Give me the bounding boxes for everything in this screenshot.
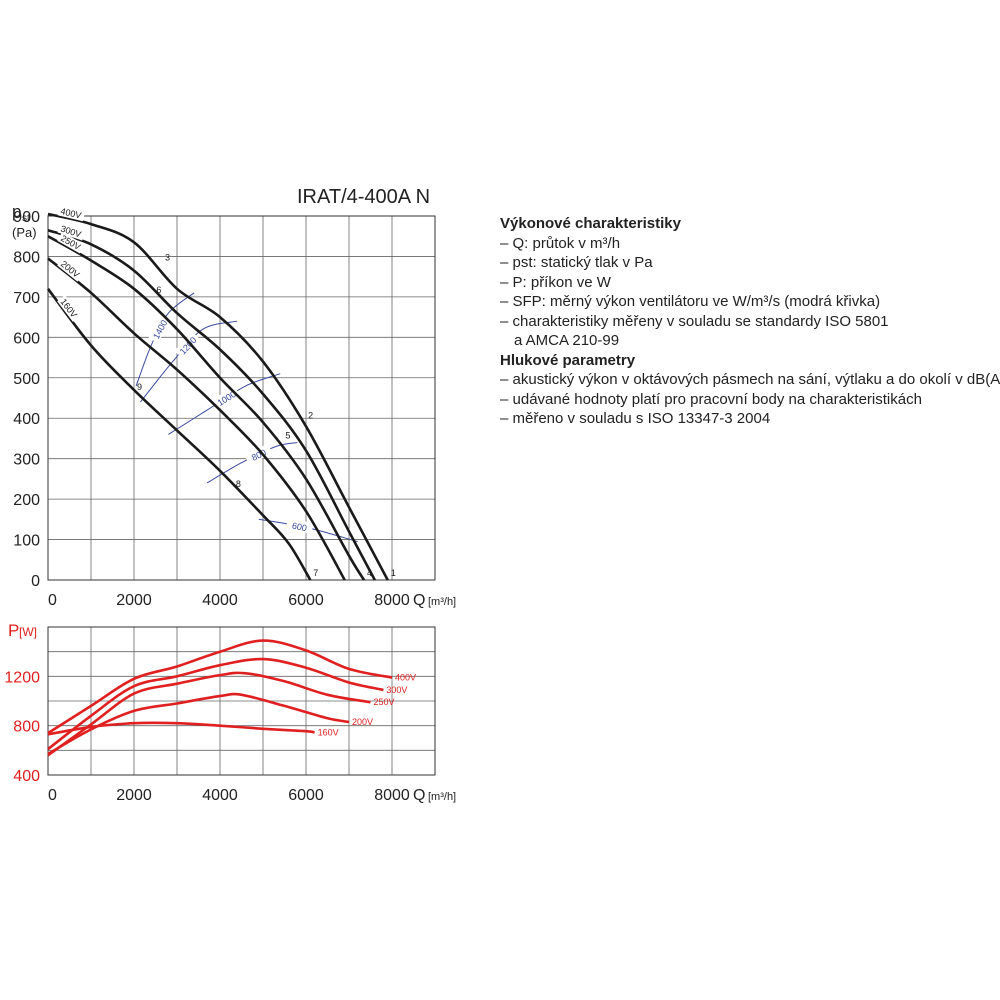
power-label-200v: 200V (352, 717, 373, 727)
y-tick-label: 400 (13, 411, 40, 428)
y-tick-label: 700 (13, 290, 40, 307)
series-label-bg (57, 232, 85, 254)
pressure-curve-400v (47, 212, 389, 581)
x-tick-label: 6000 (288, 787, 324, 804)
y-tick-label: 0 (31, 573, 40, 590)
sfp-label-bg (174, 331, 201, 359)
pressure-curve-160v (46, 288, 312, 581)
power-label-160v: 160V (318, 727, 339, 737)
legend-line-q: – Q: průtok v m³/h (500, 234, 621, 252)
y-tick-label: 800 (13, 719, 40, 736)
sfp-label-bg (285, 517, 314, 534)
sfp-label-bg (148, 314, 171, 344)
pressure-chart: 140012001000800600400V300V250V200V160V12… (12, 202, 456, 609)
x-tick-label: 8000 (374, 787, 410, 804)
x-axis-title: Q (413, 787, 425, 804)
pressure-curve-250v (47, 235, 366, 581)
x-axis-unit: [m³/h] (428, 596, 456, 608)
x-tick-label: 8000 (374, 592, 410, 609)
y-tick-label: 900 (13, 209, 40, 226)
series-label-bg (57, 257, 84, 282)
x-tick-label: 4000 (202, 592, 238, 609)
y-axis-title: P (8, 621, 19, 640)
noise-line-acoustic: – akustický výkon v oktávových pásmech n… (500, 371, 1000, 388)
operating-point-label: 6 (156, 285, 161, 295)
x-tick-label: 2000 (116, 787, 152, 804)
power-label-400v: 400V (395, 673, 416, 683)
operating-point-label: 3 (165, 253, 170, 263)
operating-point-label: 8 (236, 479, 241, 489)
power-curve-400v (47, 639, 393, 735)
y-tick-label: 300 (13, 452, 40, 469)
operating-point-label: 1 (391, 568, 396, 578)
y-tick-label: 200 (13, 492, 40, 509)
legend-line-amca: a AMCA 210-99 (514, 332, 620, 349)
x-tick-label: 0 (48, 592, 57, 609)
y-tick-label: 800 (13, 249, 40, 266)
info-panel: Výkonové charakteristiky – Q: průtok v m… (500, 214, 1000, 429)
legend-line-pst: – pst: statický tlak v Pa (500, 254, 653, 271)
legend-line-p: – P: příkon ve W (500, 273, 611, 291)
sfp-label-bg (244, 443, 273, 465)
power-curve-300v (47, 657, 384, 751)
power-curve-200v (47, 692, 350, 756)
series-label-bg (57, 222, 86, 241)
operating-point-label: 4 (367, 568, 372, 578)
plot-frame (47, 215, 436, 581)
operating-point-label: 2 (308, 410, 313, 420)
series-label-bg (57, 295, 81, 322)
model-title: IRAT/4-400A N (297, 186, 431, 208)
pressure-curve-200v (47, 257, 346, 581)
operating-point-label: 5 (285, 430, 290, 440)
noise-line-values: – udávané hodnoty platí pro pracovní bod… (500, 390, 922, 408)
power-label-300v: 300V (386, 685, 407, 695)
series-label-bg (57, 205, 86, 222)
y-tick-label: 100 (13, 533, 40, 550)
y-axis-title: p (12, 202, 21, 221)
series-label-400v: 400V (60, 206, 83, 221)
x-tick-label: 0 (48, 787, 57, 804)
noise-line-iso: – měřeno v souladu s ISO 13347-3 2004 (500, 410, 771, 427)
y-tick-label: 500 (13, 371, 40, 388)
y-axis-unit: (Pa) (12, 225, 37, 240)
power-label-250v: 250V (374, 697, 395, 707)
sfp-label: 600 (291, 521, 308, 534)
power-curve-250v (47, 671, 371, 757)
x-tick-label: 6000 (288, 592, 324, 609)
y-axis-subscript: st (22, 213, 30, 224)
legend-line-standards: – charakteristiky měřeny v souladu se st… (500, 312, 889, 330)
legend-line-sfp: – SFP: měrný výkon ventilátoru ve W/m³/s… (500, 293, 881, 310)
performance-heading: Výkonové charakteristiky (500, 215, 681, 232)
y-tick-label: 600 (13, 330, 40, 347)
y-tick-label: 1200 (4, 669, 40, 686)
operating-point-label: 7 (313, 568, 318, 578)
x-tick-label: 2000 (116, 592, 152, 609)
pressure-curve-300v (47, 228, 376, 581)
x-tick-label: 4000 (202, 787, 238, 804)
y-axis-unit: [W] (19, 625, 37, 639)
noise-heading: Hlukové parametry (500, 351, 636, 369)
plot-frame (47, 626, 436, 776)
operating-point-label: 9 (137, 382, 142, 392)
y-tick-label: 400 (13, 768, 40, 785)
x-axis-unit: [m³/h] (428, 791, 456, 803)
power-curve-160v (47, 721, 315, 736)
x-axis-title: Q (413, 592, 425, 609)
